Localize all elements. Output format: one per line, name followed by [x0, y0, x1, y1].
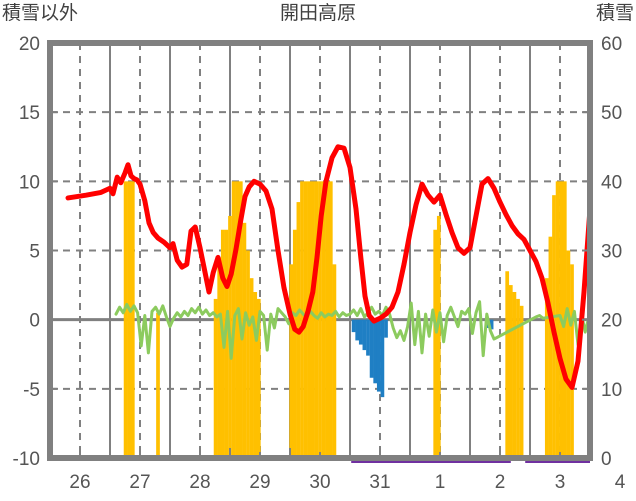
- line-風速: [114, 300, 591, 360]
- y-right-tick-label: 40: [601, 172, 622, 193]
- y-left-tick-label: 20: [19, 34, 40, 55]
- x-tick-label: 2: [495, 472, 506, 493]
- bar-降水量: [362, 319, 367, 351]
- data-series: [65, 144, 593, 463]
- x-tick-label: 3: [555, 472, 566, 493]
- line-気温: [65, 144, 593, 390]
- right-axis-unit-label: 積雪: [595, 3, 634, 24]
- bar-積雪深: [436, 215, 441, 458]
- bar-積雪深: [314, 181, 319, 459]
- bar-積雪深: [508, 285, 513, 458]
- bar-積雪深: [548, 236, 553, 458]
- y-right-tick-label: 50: [601, 103, 622, 124]
- y-left-tick-label: 10: [19, 172, 40, 193]
- bar-積雪深: [321, 181, 326, 459]
- bar-積雪深: [328, 181, 333, 459]
- y-right-tick-label: 20: [601, 311, 622, 332]
- bar-積雪深: [433, 229, 438, 458]
- bar-積雪深: [292, 229, 297, 458]
- y-right-tick-label: 10: [601, 380, 622, 401]
- y-right-tick-label: 30: [601, 242, 622, 263]
- bar-降水量: [373, 319, 378, 384]
- bar-降水量: [376, 319, 381, 392]
- bar-積雪深: [512, 292, 517, 458]
- bar-積雪深: [224, 229, 229, 458]
- x-tick-label: 27: [129, 472, 150, 493]
- bar-積雪深: [566, 250, 571, 458]
- y-left-tick-label: 0: [29, 311, 40, 332]
- x-tick-label: 28: [189, 472, 210, 493]
- page-title: 開田高原: [279, 3, 356, 24]
- bar-降水量: [369, 319, 374, 378]
- x-tick-label: 30: [309, 472, 330, 493]
- bar-積雪深: [127, 181, 132, 459]
- y-right-tick-label: 60: [601, 34, 622, 55]
- bar-積雪深: [516, 298, 520, 458]
- x-tick-label: 1: [435, 472, 446, 493]
- bar-積雪深: [130, 181, 135, 459]
- bar-積雪深: [217, 257, 222, 458]
- x-tick-label: 26: [69, 472, 90, 493]
- x-tick-label: 31: [369, 472, 390, 493]
- bar-積雪深: [325, 181, 330, 459]
- bar-降水量: [489, 319, 494, 330]
- bar-降水量: [358, 319, 363, 345]
- y-left-tick-label: 5: [29, 242, 40, 263]
- bar-積雪深: [307, 181, 312, 459]
- y-left-tick-label: 15: [19, 103, 40, 124]
- bar-積雪深: [318, 181, 322, 459]
- bar-積雪深: [253, 292, 258, 458]
- bar-積雪深: [544, 278, 549, 458]
- bar-積雪深: [300, 181, 304, 459]
- bar-積雪深: [256, 298, 261, 458]
- bar-積雪深: [235, 181, 240, 459]
- bar-降水量: [366, 319, 370, 356]
- axis-frame: [47, 40, 593, 461]
- bar-積雪深: [519, 305, 524, 458]
- bar-積雪深: [213, 298, 218, 458]
- bar-積雪深: [246, 250, 250, 458]
- bar-積雪深: [242, 222, 247, 458]
- bar-積雪深: [555, 181, 560, 459]
- y-left-tick-label: -5: [23, 380, 40, 401]
- x-tick-label: 4: [615, 472, 626, 493]
- bar-降水量: [384, 319, 388, 338]
- bar-積雪深: [570, 264, 574, 458]
- y-right-tick-label: 0: [601, 449, 612, 470]
- left-axis-unit-label: 積雪以外: [2, 3, 79, 24]
- bar-積雪深: [332, 264, 337, 458]
- bar-積雪深: [249, 278, 254, 458]
- bar-降水量: [355, 319, 360, 341]
- bar-積雪深: [289, 264, 294, 458]
- bar-積雪深: [505, 271, 510, 458]
- bar-積雪深: [156, 312, 160, 458]
- bar-積雪深: [310, 181, 315, 459]
- x-tick-label: 29: [249, 472, 270, 493]
- bar-降水量: [380, 319, 385, 398]
- y-left-tick-label: -10: [13, 449, 40, 470]
- bar-降水量: [351, 319, 356, 333]
- bar-積雪深: [123, 181, 128, 459]
